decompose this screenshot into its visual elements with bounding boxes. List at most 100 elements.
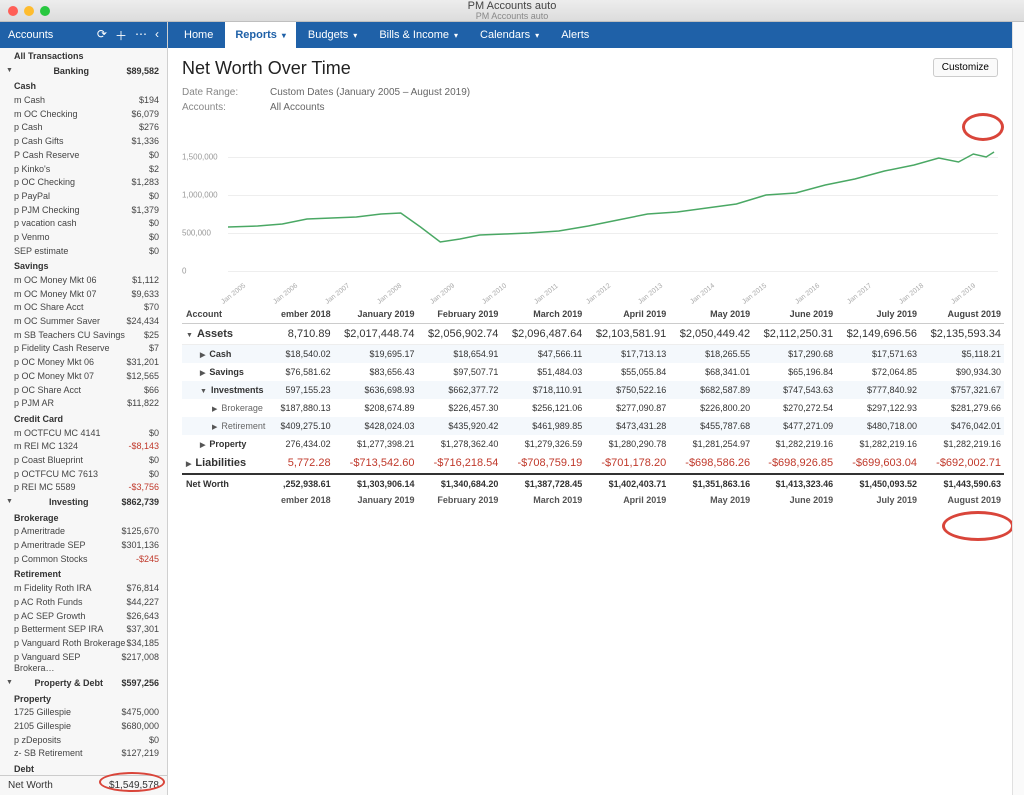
sidebar-item-label[interactable]: Savings: [14, 261, 49, 273]
table-row[interactable]: Net Worth,252,938.61$1,303,906.14$1,340,…: [182, 474, 1004, 493]
sidebar-item-label[interactable]: p Cash: [14, 122, 43, 134]
row-label[interactable]: Property: [182, 435, 272, 453]
sidebar-item[interactable]: Banking$89,582: [0, 64, 167, 79]
table-row[interactable]: Savings$76,581.62$83,656.43$97,507.71$51…: [182, 363, 1004, 381]
sidebar-item[interactable]: p OC Money Mkt 06$31,201: [0, 356, 167, 370]
sidebar-item[interactable]: p Fidelity Cash Reserve$7: [0, 342, 167, 356]
sidebar-item[interactable]: All Transactions: [0, 48, 167, 64]
sidebar-item-label[interactable]: p OC Share Acct: [14, 385, 81, 397]
row-label[interactable]: Cash: [182, 345, 272, 364]
sidebar-item-label[interactable]: SEP estimate: [14, 246, 68, 258]
sidebar-item-label[interactable]: p PJM Checking: [14, 205, 80, 217]
sidebar-item-label[interactable]: Property & Debt: [34, 678, 103, 690]
sidebar-item[interactable]: 2105 Gillespie$680,000: [0, 720, 167, 734]
sidebar-item[interactable]: m REI MC 1324-$8,143: [0, 440, 167, 454]
sidebar-item-label[interactable]: m Fidelity Roth IRA: [14, 583, 92, 595]
col-month[interactable]: February 2019: [418, 305, 502, 324]
sidebar-item-label[interactable]: p OC Checking: [14, 177, 75, 189]
refresh-icon[interactable]: ⟳: [97, 27, 107, 44]
sidebar-item[interactable]: p Ameritrade SEP$301,136: [0, 539, 167, 553]
sidebar-item-label[interactable]: p Kinko's: [14, 164, 50, 176]
sidebar-item[interactable]: Debt: [0, 761, 167, 775]
sidebar-item-label[interactable]: Cash: [14, 81, 36, 93]
right-panel-strip[interactable]: [1012, 22, 1024, 795]
sidebar-item-label[interactable]: p REI MC 5589: [14, 482, 76, 494]
col-month[interactable]: January 2019: [334, 305, 418, 324]
sidebar-item[interactable]: p Vanguard Roth Brokerage$34,185: [0, 637, 167, 651]
col-month[interactable]: March 2019: [501, 305, 585, 324]
sidebar-item-label[interactable]: Brokerage: [14, 513, 59, 525]
sidebar-item[interactable]: m OC Money Mkt 06$1,112: [0, 274, 167, 288]
sidebar-item[interactable]: m OCTFCU MC 4141$0: [0, 427, 167, 441]
sidebar-item[interactable]: m SB Teachers CU Savings$25: [0, 329, 167, 343]
sidebar-item[interactable]: m Cash$194: [0, 94, 167, 108]
sidebar-item-label[interactable]: m REI MC 1324: [14, 441, 78, 453]
col-month[interactable]: April 2019: [585, 305, 669, 324]
sidebar-item[interactable]: Cash: [0, 78, 167, 94]
nav-budgets[interactable]: Budgets: [298, 22, 367, 48]
col-account[interactable]: Account: [182, 305, 272, 324]
nav-billsincome[interactable]: Bills & Income: [369, 22, 468, 48]
sidebar-item-label[interactable]: p Common Stocks: [14, 554, 88, 566]
table-row[interactable]: Property276,434.02$1,277,398.21$1,278,36…: [182, 435, 1004, 453]
sidebar-item-label[interactable]: p Fidelity Cash Reserve: [14, 343, 110, 355]
sidebar-item-label[interactable]: p Coast Blueprint: [14, 455, 83, 467]
sidebar-item-label[interactable]: p vacation cash: [14, 218, 77, 230]
sidebar-item-label[interactable]: Debt: [14, 764, 34, 775]
row-label[interactable]: Assets: [182, 324, 272, 345]
col-month[interactable]: May 2019: [669, 305, 753, 324]
sidebar-item-label[interactable]: All Transactions: [14, 51, 84, 63]
sidebar-item-label[interactable]: Investing: [49, 497, 89, 509]
table-row[interactable]: Retirement$409,275.10$428,024.03$435,920…: [182, 417, 1004, 435]
sidebar-item-label[interactable]: p OC Money Mkt 07: [14, 371, 94, 383]
sidebar-item-label[interactable]: p Cash Gifts: [14, 136, 64, 148]
table-row[interactable]: Liabilities5,772.28-$713,542.60-$716,218…: [182, 453, 1004, 474]
nav-calendars[interactable]: Calendars: [470, 22, 549, 48]
sidebar-item[interactable]: P Cash Reserve$0: [0, 149, 167, 163]
sidebar-item[interactable]: Property & Debt$597,256: [0, 676, 167, 691]
sidebar-item[interactable]: p OC Share Acct$66: [0, 384, 167, 398]
nav-home[interactable]: Home: [174, 22, 223, 48]
row-label[interactable]: Net Worth: [182, 474, 272, 493]
sidebar-item-label[interactable]: z- SB Retirement: [14, 748, 83, 760]
sidebar-item[interactable]: p AC Roth Funds$44,227: [0, 596, 167, 610]
sidebar-item-label[interactable]: p OCTFCU MC 7613: [14, 469, 98, 481]
sidebar-item-label[interactable]: m SB Teachers CU Savings: [14, 330, 125, 342]
sidebar-item[interactable]: p OC Money Mkt 07$12,565: [0, 370, 167, 384]
sidebar-item[interactable]: p Betterment SEP IRA$37,301: [0, 623, 167, 637]
sidebar-item-label[interactable]: p OC Money Mkt 06: [14, 357, 94, 369]
nav-reports[interactable]: Reports: [225, 22, 296, 48]
sidebar-item[interactable]: p AC SEP Growth$26,643: [0, 610, 167, 624]
sidebar-item-label[interactable]: p Venmo: [14, 232, 50, 244]
sidebar-item[interactable]: m OC Summer Saver$24,434: [0, 315, 167, 329]
table-row[interactable]: Cash$18,540.02$19,695.17$18,654.91$47,56…: [182, 345, 1004, 364]
sidebar-item-label[interactable]: p Vanguard Roth Brokerage: [14, 638, 125, 650]
sidebar-item[interactable]: p vacation cash$0: [0, 217, 167, 231]
col-month[interactable]: July 2019: [836, 305, 920, 324]
sidebar-item-label[interactable]: p PayPal: [14, 191, 50, 203]
sidebar-item[interactable]: m OC Checking$6,079: [0, 108, 167, 122]
table-row[interactable]: Brokerage$187,880.13$208,674.89$226,457.…: [182, 399, 1004, 417]
sidebar-item-label[interactable]: p AC Roth Funds: [14, 597, 83, 609]
sidebar-item-label[interactable]: p Ameritrade SEP: [14, 540, 86, 552]
sidebar-item[interactable]: p OCTFCU MC 7613$0: [0, 468, 167, 482]
row-label[interactable]: Savings: [182, 363, 272, 381]
sidebar-item[interactable]: p Cash$276: [0, 121, 167, 135]
sidebar-item[interactable]: m Fidelity Roth IRA$76,814: [0, 582, 167, 596]
sidebar-item-label[interactable]: 1725 Gillespie: [14, 707, 71, 719]
sidebar-item[interactable]: p PJM Checking$1,379: [0, 204, 167, 218]
sidebar-item[interactable]: Property: [0, 691, 167, 707]
col-month[interactable]: ember 2018: [272, 305, 334, 324]
sidebar-item-label[interactable]: Banking: [53, 66, 89, 78]
sidebar-item-label[interactable]: m OCTFCU MC 4141: [14, 428, 101, 440]
sidebar-item-label[interactable]: p zDeposits: [14, 735, 61, 747]
table-row[interactable]: Assets8,710.89$2,017,448.74$2,056,902.74…: [182, 324, 1004, 345]
customize-button[interactable]: Customize: [933, 58, 998, 77]
sidebar-item[interactable]: SEP estimate$0: [0, 245, 167, 259]
sidebar-item-label[interactable]: p Vanguard SEP Brokera…: [14, 652, 121, 675]
sidebar-item-label[interactable]: p Betterment SEP IRA: [14, 624, 103, 636]
sidebar-item-label[interactable]: Property: [14, 694, 51, 706]
sidebar-item[interactable]: m OC Money Mkt 07$9,633: [0, 288, 167, 302]
sidebar-item[interactable]: 1725 Gillespie$475,000: [0, 706, 167, 720]
sidebar-item[interactable]: Credit Card: [0, 411, 167, 427]
